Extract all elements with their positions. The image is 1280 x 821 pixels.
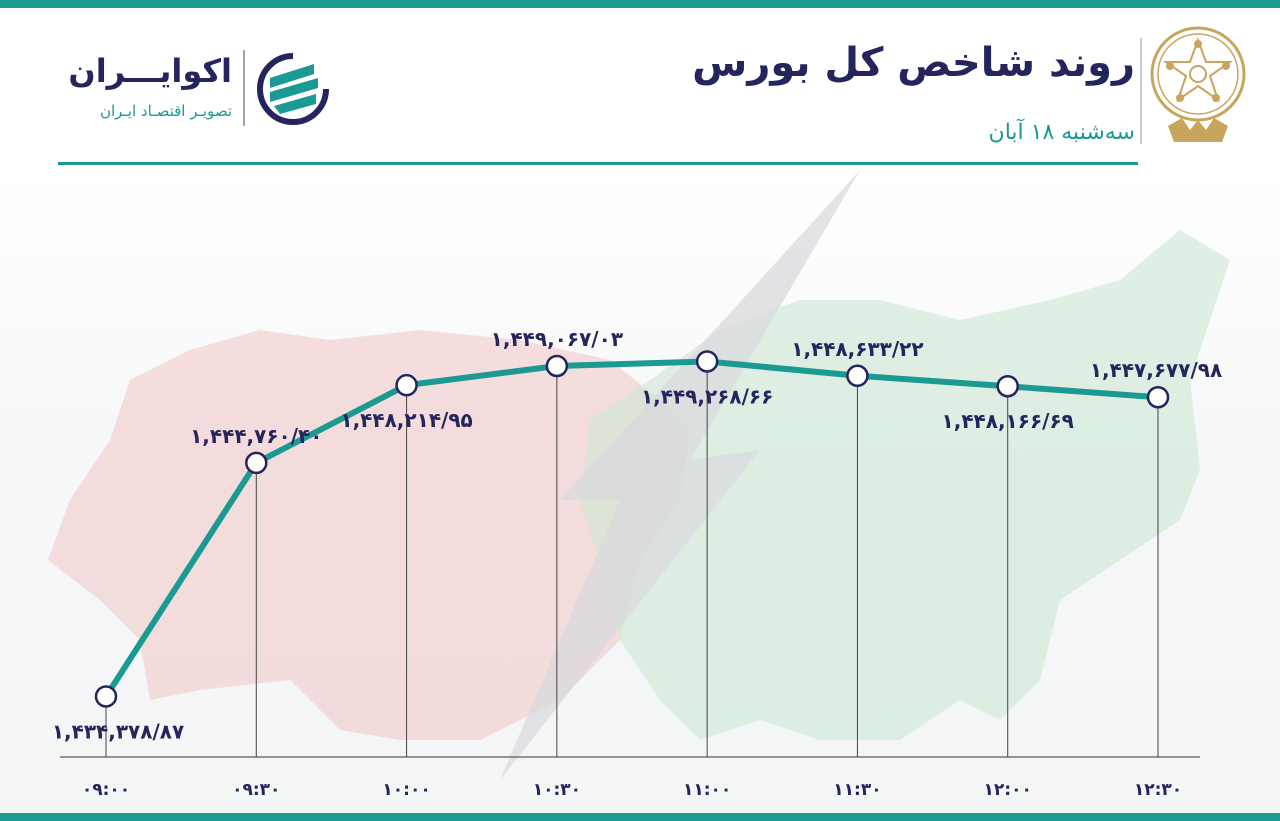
data-point [996,374,1019,398]
x-tick-label: ۱۱:۰۰ [683,780,731,800]
top-frame-bar [0,0,1280,8]
data-point [245,451,268,475]
x-tick-labels: ۰۹:۰۰ ۰۹:۳۰ ۱۰:۰۰ ۱۰:۳۰ ۱۱:۰۰ ۱۱:۳۰ ۱۲:۰۰ ۱۲:۳۰ [82,780,1182,800]
brand-tagline: تصویـر اقتصـاد ایـران [99,102,232,120]
brand-separator [243,50,245,126]
data-label: ۱,۴۴۷,۶۷۷/۹۸ [1090,358,1222,382]
data-point [695,350,719,373]
data-point [545,354,569,378]
seal-separator [1140,38,1142,144]
data-point [1146,385,1170,409]
data-points [94,350,1170,708]
x-tick-label: ۱۲:۳۰ [1134,780,1182,800]
data-label: ۱,۴۳۴,۳۷۸/۸۷ [52,719,184,743]
data-label: ۱,۴۴۸,۱۶۶/۶۹ [942,409,1074,433]
data-label: ۱,۴۴۸,۲۱۴/۹۵ [340,408,472,432]
data-point [395,373,418,397]
brand-name: اکوایـــران [68,52,232,90]
chart-date: سه‌شنبه ۱۸ آبان [988,120,1135,145]
tehran-stock-exchange-seal-icon [1150,26,1246,142]
bottom-frame-bar [0,813,1280,821]
x-tick-label: ۱۰:۰۰ [382,780,430,800]
header-divider [58,162,1138,165]
data-label: ۱,۴۴۴,۷۶۰/۴۰ [190,424,322,448]
data-point [846,364,869,388]
data-point [94,685,118,708]
data-labels: ۱,۴۳۴,۳۷۸/۸۷ ۱,۴۴۴,۷۶۰/۴۰ ۱,۴۴۸,۲۱۴/۹۵ ۱,۴۴… [52,327,1222,743]
lightning-bolt [500,170,860,780]
data-label: ۱,۴۴۸,۶۳۳/۲۲ [791,337,923,361]
bear-silhouette [48,330,690,740]
ecoiran-logo-icon [257,53,329,125]
x-tick-label: ۰۹:۰۰ [82,780,130,800]
data-label: ۱,۴۴۹,۲۶۸/۶۶ [641,384,773,408]
chart-title: روند شاخص کل بورس [692,40,1135,86]
vertical-guides [105,361,1159,757]
x-tick-label: ۱۰:۳۰ [533,780,581,800]
x-tick-label: ۱۱:۳۰ [833,780,881,800]
data-label: ۱,۴۴۹,۰۶۷/۰۳ [491,327,623,351]
x-tick-label: ۰۹:۳۰ [232,780,280,800]
x-tick-label: ۱۲:۰۰ [984,780,1032,800]
index-series-line [103,358,1161,700]
